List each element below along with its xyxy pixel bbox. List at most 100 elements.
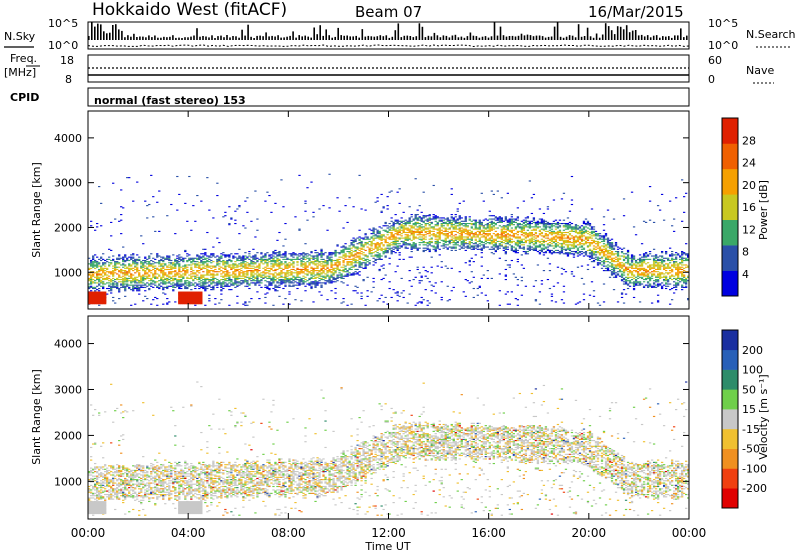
power-cell [262,260,264,261]
power-cell [565,241,567,242]
power-cell [525,221,527,222]
power-cell [120,220,122,221]
power-cell [168,276,170,277]
power-cell [511,291,513,292]
power-cell [395,223,397,224]
power-cell [535,247,537,248]
power-cell [433,235,435,236]
power-cell [242,281,244,282]
power-cell [148,270,150,271]
power-cell [541,222,543,223]
power-cell [112,286,114,287]
power-cell [280,179,282,180]
power-cell [372,235,374,236]
power-cell [178,269,180,270]
power-cell [571,199,573,200]
power-cell [515,226,517,227]
power-cell [517,240,519,241]
power-cell [254,285,256,286]
power-cell [366,264,368,265]
power-cell [166,267,168,268]
power-cell [134,260,136,261]
power-cell [555,236,557,237]
power-cell [184,273,186,274]
power-cell [391,253,393,254]
power-cell [465,226,467,227]
power-cell [322,254,324,255]
power-cell [519,247,521,248]
noise-sky-bar [635,30,637,40]
power-cell [98,186,100,187]
power-cell [202,259,204,260]
power-cell [545,252,547,253]
power-cell [593,267,595,268]
power-cell [324,280,326,281]
power-cell [194,264,196,265]
power-cell [92,261,94,262]
power-cell [384,223,386,224]
power-cell [314,277,316,278]
power-cell [403,221,405,222]
power-cell [583,299,585,300]
power-cell [591,208,593,209]
power-cell [270,212,272,213]
noise-sky-bar [407,36,409,40]
power-cell [567,254,569,255]
power-cell [421,280,423,281]
power-cell [236,266,238,267]
power-cell [322,259,324,260]
power-cell [154,271,156,272]
power-cell [455,250,457,251]
power-cell [517,225,519,226]
power-cell [204,305,206,306]
power-cell [334,251,336,252]
power-cell [240,260,242,261]
power-cell [447,286,449,287]
power-cell [284,261,286,262]
power-cell [124,261,126,262]
power-cell [499,234,501,235]
power-cell [122,247,124,248]
power-cell [497,247,499,248]
power-cell [451,236,453,237]
power-cell [535,245,537,246]
power-cell [240,280,242,281]
power-cell [543,220,545,221]
power-cell [445,239,447,240]
noise-sky-bar [578,24,580,40]
power-cell [591,253,593,254]
power-cell [276,261,278,262]
power-cell [571,226,573,227]
power-cell [581,253,583,254]
power-cell [220,253,222,254]
power-cell [356,247,358,248]
power-cell [421,226,423,227]
power-cell [146,261,148,262]
power-cell [354,260,356,261]
power-cell [174,267,176,268]
power-cell [362,252,364,253]
power-cell [168,267,170,268]
power-cell [587,247,589,248]
power-cell [140,279,142,280]
power-cell [376,300,378,301]
power-cell [561,239,563,240]
power-cell [435,239,437,240]
power-cell [527,240,529,241]
power-cell [419,234,421,235]
power-cell [370,291,372,292]
power-cell [374,260,376,261]
power-cell [507,236,509,237]
power-cell [214,269,216,270]
power-cell [176,258,178,259]
power-cell [499,305,501,306]
power-cell [126,280,128,281]
power-cell [360,242,362,243]
power-cell [521,224,523,225]
noise-tick-top-right: 10^5 [708,17,738,30]
power-cell [318,291,320,292]
power-cell [447,244,449,245]
power-cell [515,249,517,250]
power-cell [591,255,593,256]
power-cell [278,254,280,255]
